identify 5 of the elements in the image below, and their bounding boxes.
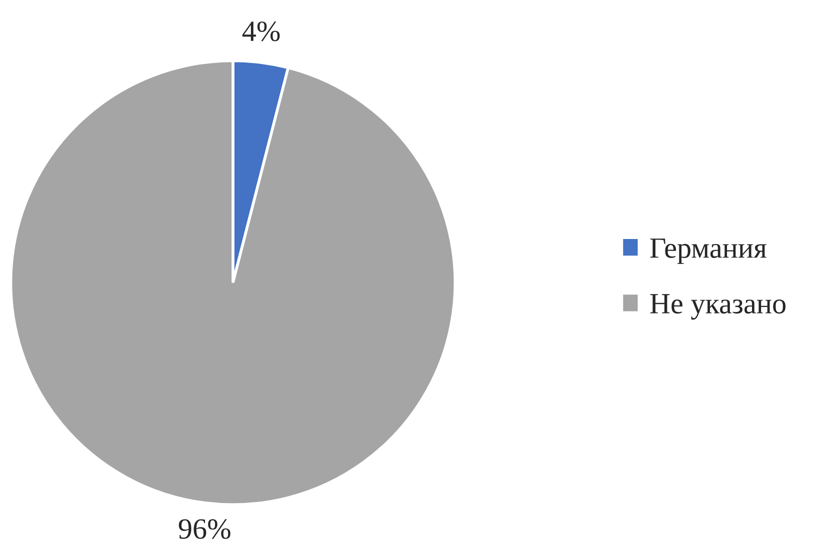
data-label: 96% bbox=[178, 519, 230, 539]
pie-slice bbox=[9, 59, 457, 506]
data-label: 4% bbox=[242, 21, 280, 42]
legend-label: Не указано bbox=[650, 294, 786, 320]
legend-label: Германия bbox=[650, 238, 766, 264]
